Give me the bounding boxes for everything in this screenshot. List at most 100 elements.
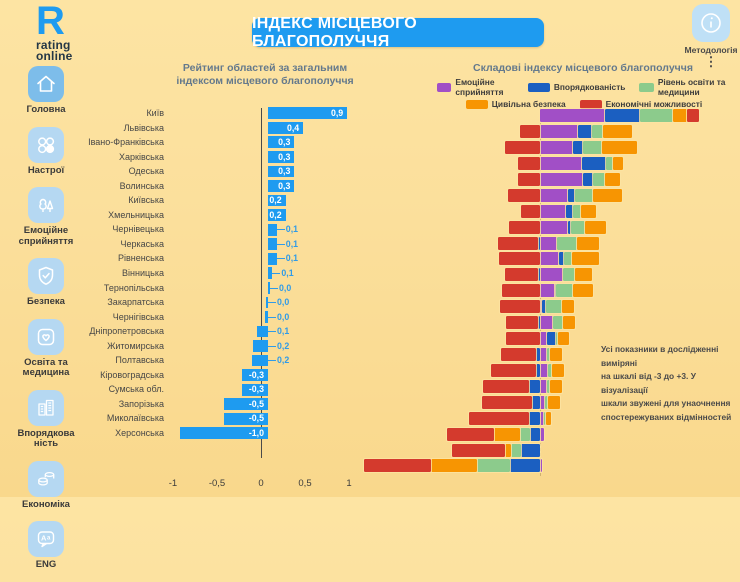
- segment-green[interactable]: [592, 171, 606, 187]
- segment-red[interactable]: [498, 251, 541, 267]
- segment-green[interactable]: [582, 140, 603, 156]
- segment-orange[interactable]: [612, 155, 624, 171]
- segment-purple[interactable]: [539, 458, 543, 474]
- segment-orange[interactable]: [557, 331, 570, 347]
- segment-dark_blue[interactable]: [509, 458, 541, 474]
- segment-purple[interactable]: [539, 267, 564, 283]
- segment-green[interactable]: [510, 442, 522, 458]
- segment-orange[interactable]: [571, 251, 600, 267]
- region-row[interactable]: Хмельницька 0,2: [38, 208, 374, 223]
- segment-orange[interactable]: [580, 203, 597, 219]
- segment-green[interactable]: [563, 251, 573, 267]
- sidebar-item-home[interactable]: Головна: [26, 66, 66, 116]
- segment-dark_blue[interactable]: [537, 267, 541, 283]
- region-row[interactable]: Івано-Франківська 0,3: [38, 135, 374, 150]
- segment-green[interactable]: [544, 394, 549, 410]
- segment-red[interactable]: [482, 378, 530, 394]
- region-row[interactable]: Київська 0,2: [38, 193, 374, 208]
- region-row[interactable]: Дніпропетровська 0,1: [38, 324, 374, 339]
- segment-green[interactable]: [545, 299, 563, 315]
- region-row[interactable]: Львівська 0,4: [38, 121, 374, 136]
- stacked-row[interactable]: [355, 235, 740, 251]
- segment-orange[interactable]: [602, 124, 633, 140]
- index-bar[interactable]: [268, 165, 295, 178]
- region-row[interactable]: Запорізька -0,5: [38, 397, 374, 412]
- segment-orange[interactable]: [584, 219, 607, 235]
- index-bar[interactable]: [266, 296, 268, 309]
- sidebar-item-moods[interactable]: Настрої: [28, 126, 64, 177]
- segment-red[interactable]: [517, 171, 541, 187]
- index-bar[interactable]: [257, 325, 268, 338]
- segment-red[interactable]: [517, 155, 541, 171]
- segment-dark_blue[interactable]: [535, 347, 541, 362]
- segment-orange[interactable]: [504, 442, 512, 458]
- stacked-row[interactable]: [355, 410, 740, 426]
- segment-red[interactable]: [505, 331, 541, 347]
- segment-orange[interactable]: [604, 171, 621, 187]
- segment-red[interactable]: [504, 140, 541, 156]
- segment-orange[interactable]: [549, 347, 563, 362]
- region-row[interactable]: Одеська 0,3: [38, 164, 374, 179]
- segment-red[interactable]: [520, 203, 541, 219]
- stacked-row[interactable]: [355, 187, 740, 203]
- segment-purple[interactable]: [539, 155, 583, 171]
- segment-purple[interactable]: [539, 315, 554, 331]
- index-bar[interactable]: [224, 412, 268, 425]
- stacked-row[interactable]: [355, 140, 740, 156]
- stacked-row[interactable]: [355, 171, 740, 187]
- segment-purple[interactable]: [539, 140, 574, 156]
- segment-green[interactable]: [572, 203, 582, 219]
- segment-dark_blue[interactable]: [554, 283, 557, 299]
- segment-red[interactable]: [490, 362, 537, 378]
- segment-dark_blue[interactable]: [520, 442, 541, 458]
- region-row[interactable]: Кіровоградська -0,3: [38, 368, 374, 383]
- segment-red[interactable]: [500, 347, 537, 362]
- sidebar-item-safety[interactable]: Безпека: [27, 258, 65, 308]
- region-row[interactable]: Вінницька 0,1: [38, 266, 374, 281]
- stacked-row[interactable]: [355, 315, 740, 331]
- index-bar[interactable]: [268, 194, 286, 207]
- segment-purple[interactable]: [539, 108, 606, 124]
- segment-red[interactable]: [363, 458, 432, 474]
- region-row[interactable]: Волинська 0,3: [38, 179, 374, 194]
- segment-green[interactable]: [519, 426, 531, 442]
- segment-green[interactable]: [562, 267, 576, 283]
- stacked-row[interactable]: [355, 251, 740, 267]
- segment-purple[interactable]: [539, 219, 569, 235]
- segment-red[interactable]: [451, 442, 506, 458]
- segment-dark_blue[interactable]: [535, 362, 541, 378]
- index-bar[interactable]: [224, 398, 268, 411]
- index-bar[interactable]: [268, 267, 273, 280]
- region-row[interactable]: Миколаївська -0,5: [38, 411, 374, 426]
- segment-purple[interactable]: [539, 347, 548, 362]
- segment-dark_blue[interactable]: [572, 140, 584, 156]
- segment-dark_blue[interactable]: [565, 203, 574, 219]
- segment-red[interactable]: [519, 124, 541, 140]
- segment-red[interactable]: [505, 315, 539, 331]
- segment-orange[interactable]: [549, 378, 563, 394]
- region-row[interactable]: Херсонська -1,0: [38, 426, 374, 441]
- index-bar[interactable]: [268, 281, 270, 294]
- region-row[interactable]: Тернопільська 0,0: [38, 281, 374, 296]
- index-bar[interactable]: [268, 252, 277, 265]
- segment-orange[interactable]: [572, 283, 594, 299]
- segment-red[interactable]: [446, 426, 495, 442]
- region-row[interactable]: Сумська обл. -0,3: [38, 382, 374, 397]
- sidebar-item-language[interactable]: A a ENG: [28, 521, 64, 571]
- stacked-row[interactable]: [355, 267, 740, 283]
- segment-dark_blue[interactable]: [541, 299, 547, 315]
- segment-orange[interactable]: [561, 299, 575, 315]
- segment-dark_blue[interactable]: [537, 235, 541, 251]
- segment-dark_blue[interactable]: [581, 155, 607, 171]
- segment-red[interactable]: [481, 394, 533, 410]
- stacked-row[interactable]: [355, 394, 740, 410]
- segment-dark_blue[interactable]: [529, 426, 541, 442]
- segment-green[interactable]: [591, 124, 604, 140]
- segment-green[interactable]: [546, 347, 551, 362]
- index-bar[interactable]: [180, 427, 268, 440]
- segment-green[interactable]: [543, 410, 547, 426]
- segment-red[interactable]: [504, 267, 539, 283]
- stacked-row[interactable]: [355, 442, 740, 458]
- segment-purple[interactable]: [539, 299, 543, 315]
- segment-orange[interactable]: [592, 187, 623, 203]
